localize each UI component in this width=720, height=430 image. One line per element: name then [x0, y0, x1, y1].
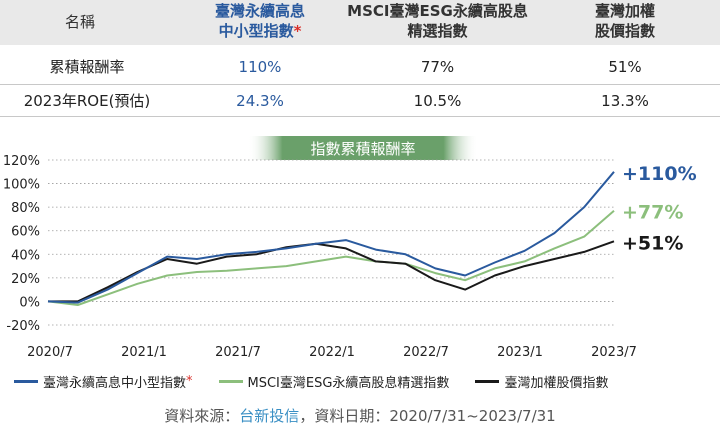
y-tick-label: -20% — [6, 319, 40, 334]
header-col1-line1: 臺灣永續高息 — [214, 2, 305, 20]
end-labels: +77% +51% +110% — [622, 163, 697, 255]
y-tick-label: 60% — [11, 225, 40, 240]
row1-label: 累積報酬率 — [49, 58, 125, 76]
legend-label-green: MSCI臺灣ESG永續高股息精選指數 — [247, 375, 450, 391]
end-label-green: +77% — [622, 202, 683, 224]
series-line-black — [48, 240, 615, 303]
header-col2: MSCI臺灣ESG永續高股息 精選指數 — [345, 1, 530, 41]
y-axis-ticks: 120% 100% 80% 60% 40% 20% 0% -20% — [3, 154, 40, 334]
x-tick-label: 2022/1 — [309, 345, 355, 360]
header-col1-line2: 中小型指數* — [190, 21, 330, 41]
y-tick-label: 100% — [3, 178, 40, 193]
legend-swatch-green — [218, 379, 243, 383]
x-tick-label: 2023/1 — [497, 345, 543, 360]
end-label-blue: +110% — [622, 163, 697, 185]
series-lines — [47, 171, 615, 306]
chart-title: 指數累積報酬率 — [310, 140, 415, 158]
row2-value2: 10.5% — [413, 92, 462, 110]
row-divider — [0, 84, 720, 85]
source-suffix: ，資料日期：2020/7/31~2023/7/31 — [299, 407, 556, 425]
series-line-blue — [47, 171, 615, 304]
header-col2-line2: 精選指數 — [407, 22, 468, 40]
y-tick-label: 40% — [11, 248, 40, 263]
legend: 臺灣永續高息中小型指數 * MSCI臺灣ESG永續高股息精選指數 臺灣加權股價指數 — [14, 371, 634, 391]
table-bottom-rule — [0, 116, 720, 117]
cumulative-return-chart: 指數累積報酬率 120% 100% 80% 60% 40% 20% 0% -20% 2020/… — [3, 136, 697, 360]
x-tick-label: 2022/7 — [403, 345, 449, 360]
legend-swatch-black — [475, 379, 500, 383]
source-provider: 台新投信 — [239, 407, 300, 425]
source-prefix: 資料來源： — [164, 407, 240, 425]
row2-value3: 13.3% — [601, 92, 649, 110]
y-tick-label: 120% — [3, 154, 40, 169]
row1-value3: 51% — [608, 58, 642, 76]
series-line-green — [47, 209, 615, 306]
x-tick-label: 2020/7 — [27, 345, 73, 360]
row1-value2: 77% — [420, 58, 455, 76]
source-note: 資料來源：台新投信，資料日期：2020/7/31~2023/7/31 — [0, 405, 720, 426]
y-tick-label: 0% — [19, 295, 40, 310]
header-col1: 臺灣永續高息 中小型指數* — [190, 1, 330, 41]
y-tick-label: 80% — [11, 201, 40, 216]
end-label-black: +51% — [622, 232, 683, 254]
x-tick-label: 2021/7 — [215, 345, 261, 360]
header-col3: 臺灣加權 股價指數 — [565, 1, 685, 41]
legend-label-black: 臺灣加權股價指數 — [504, 375, 609, 391]
header-name: 名稱 — [64, 13, 95, 31]
legend-swatch-blue — [14, 379, 38, 383]
legend-mark: * — [186, 373, 193, 389]
header-col1-mark: * — [293, 22, 302, 40]
title-banner — [248, 136, 478, 160]
row2-value1: 24.3% — [236, 92, 284, 110]
x-tick-label: 2021/1 — [121, 345, 167, 360]
legend-item-black: 臺灣加權股價指數 — [475, 372, 608, 391]
table-header: 名稱 臺灣永續高息 中小型指數* MSCI臺灣ESG永續高股息 精選指數 臺灣加… — [0, 0, 720, 45]
header-col3-line1: 臺灣加權 — [594, 2, 655, 20]
y-tick-label: 20% — [11, 272, 40, 287]
legend-item-blue: 臺灣永續高息中小型指數 * — [14, 372, 193, 391]
header-col3-line2: 股價指數 — [594, 22, 655, 40]
x-tick-label: 2023/7 — [591, 345, 637, 360]
legend-label-blue: 臺灣永續高息中小型指數 — [43, 375, 187, 391]
row1-value1: 110% — [238, 58, 282, 76]
header-col1-line2-text: 中小型指數 — [218, 22, 294, 40]
x-axis-ticks: 2020/7 2021/1 2021/7 2022/1 2022/7 2023/1 2023… — [27, 345, 637, 360]
row2-label: 2023年ROE(預估) — [23, 92, 151, 110]
header-col2-line1: MSCI臺灣ESG永續高股息 — [347, 2, 528, 20]
legend-item-green: MSCI臺灣ESG永續高股息精選指數 — [218, 372, 450, 391]
